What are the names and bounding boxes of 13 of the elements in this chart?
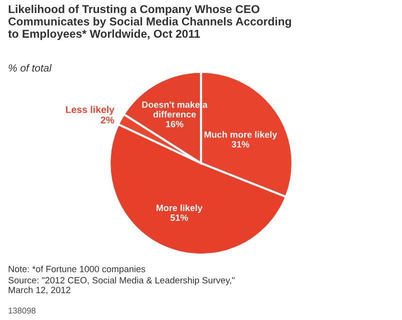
source-note: Source: "2012 CEO, Social Media & Leadership Survey," March 12, 2012 [8, 276, 235, 294]
data-label: 2% [100, 116, 114, 124]
slice-label: More likely [156, 204, 202, 213]
chart-subtitle: % of total [8, 64, 52, 72]
data-label: 16% [166, 120, 184, 128]
text: 138098 [8, 308, 36, 314]
slice-label: Doesn't make a difference [142, 101, 208, 118]
slice-label: Much more likely [204, 131, 278, 140]
data-label: 31% [232, 141, 250, 148]
slice-label: Less likely [66, 106, 114, 115]
chart-title: Likelihood of Trusting a Company Whose CEO Communicates by Social Media Channels According to Employees* Worldwide, Oct 2011 [8, 4, 292, 40]
text: Note: *of Fortune 1000 companies [8, 266, 146, 274]
data-label: 51% [170, 214, 188, 221]
